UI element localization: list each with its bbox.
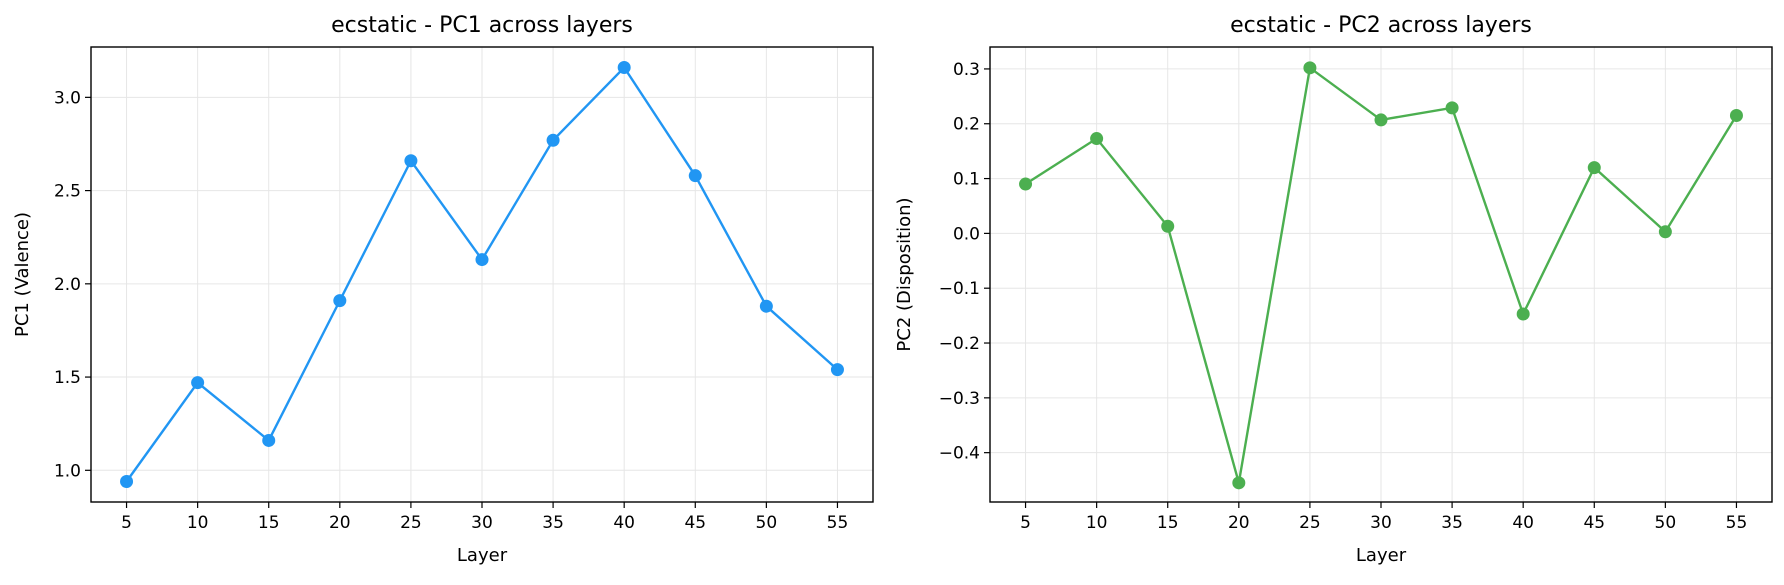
y-tick-label: −0.2 [939, 334, 980, 354]
data-point [1303, 61, 1317, 75]
data-point [1587, 161, 1601, 175]
data-point [1658, 225, 1672, 239]
data-point [1729, 109, 1743, 123]
y-tick-label: 0.1 [953, 170, 980, 190]
y-tick-label: −0.3 [939, 389, 980, 409]
data-point [262, 433, 276, 447]
data-point [759, 299, 773, 313]
plot-frame [90, 46, 874, 503]
x-tick-label: 5 [1020, 513, 1031, 533]
data-point [1374, 113, 1388, 127]
data-point [688, 169, 702, 183]
x-tick-label: 20 [329, 513, 351, 533]
y-axis-label: PC1 (Valence) [12, 212, 33, 337]
x-tick-label: 10 [1086, 513, 1108, 533]
chart-title: ecstatic - PC2 across layers [1230, 13, 1532, 38]
y-tick-label: 1.5 [54, 368, 81, 388]
x-tick-label: 45 [684, 513, 706, 533]
x-tick-label: 50 [756, 513, 778, 533]
x-tick-label: 30 [471, 513, 493, 533]
chart-pc1: 5 10 15 20 25 30 35 40 45 50 55 1.0 1.5 2.0 2.5 3.0 ecst… [12, 13, 874, 566]
x-tick-label: 40 [1512, 513, 1534, 533]
x-axis-label: Layer [457, 545, 508, 566]
x-tick-label: 25 [1299, 513, 1321, 533]
data-point [1232, 476, 1246, 490]
x-tick-label: 15 [258, 513, 280, 533]
data-point [191, 376, 205, 390]
y-axis-label: PC2 (Disposition) [894, 197, 915, 351]
y-tick-label: −0.1 [939, 279, 980, 299]
y-tick-label: −0.4 [939, 444, 980, 464]
data-point [404, 154, 418, 168]
plot-frame [989, 46, 1773, 503]
x-tick-label: 45 [1583, 513, 1605, 533]
x-tick-label: 35 [542, 513, 564, 533]
y-tick-label: 0.3 [953, 60, 980, 80]
y-tick-label: 0.0 [953, 224, 980, 244]
data-point [546, 133, 560, 147]
data-point [1090, 132, 1104, 146]
data-point [120, 474, 134, 488]
x-tick-label: 30 [1370, 513, 1392, 533]
x-tick-label: 55 [827, 513, 849, 533]
data-point [1445, 101, 1459, 115]
x-tick-label: 15 [1157, 513, 1179, 533]
x-tick-label: 20 [1228, 513, 1250, 533]
x-tick-label: 40 [613, 513, 635, 533]
x-tick-label: 10 [187, 513, 209, 533]
x-tick-label: 35 [1441, 513, 1463, 533]
data-point [1019, 177, 1033, 191]
data-point [333, 294, 347, 308]
x-axis-label: Layer [1356, 545, 1407, 566]
y-tick-label: 0.2 [953, 115, 980, 135]
data-point [830, 363, 844, 377]
x-tick-label: 25 [400, 513, 422, 533]
y-tick-label: 2.0 [54, 275, 81, 295]
x-tick-label: 5 [121, 513, 132, 533]
chart-pc2: 5 10 15 20 25 30 35 40 45 50 55 −0.4 −0.3 −0.2 −0.1 0.0… [894, 13, 1773, 566]
chart-title: ecstatic - PC1 across layers [331, 13, 633, 38]
data-point [1161, 219, 1175, 233]
data-point [617, 61, 631, 75]
x-tick-label: 50 [1655, 513, 1677, 533]
y-tick-label: 3.0 [54, 88, 81, 108]
x-tick-label: 55 [1726, 513, 1748, 533]
y-tick-label: 1.0 [54, 461, 81, 481]
data-point [475, 253, 489, 267]
y-tick-label: 2.5 [54, 182, 81, 202]
data-point [1516, 307, 1530, 321]
